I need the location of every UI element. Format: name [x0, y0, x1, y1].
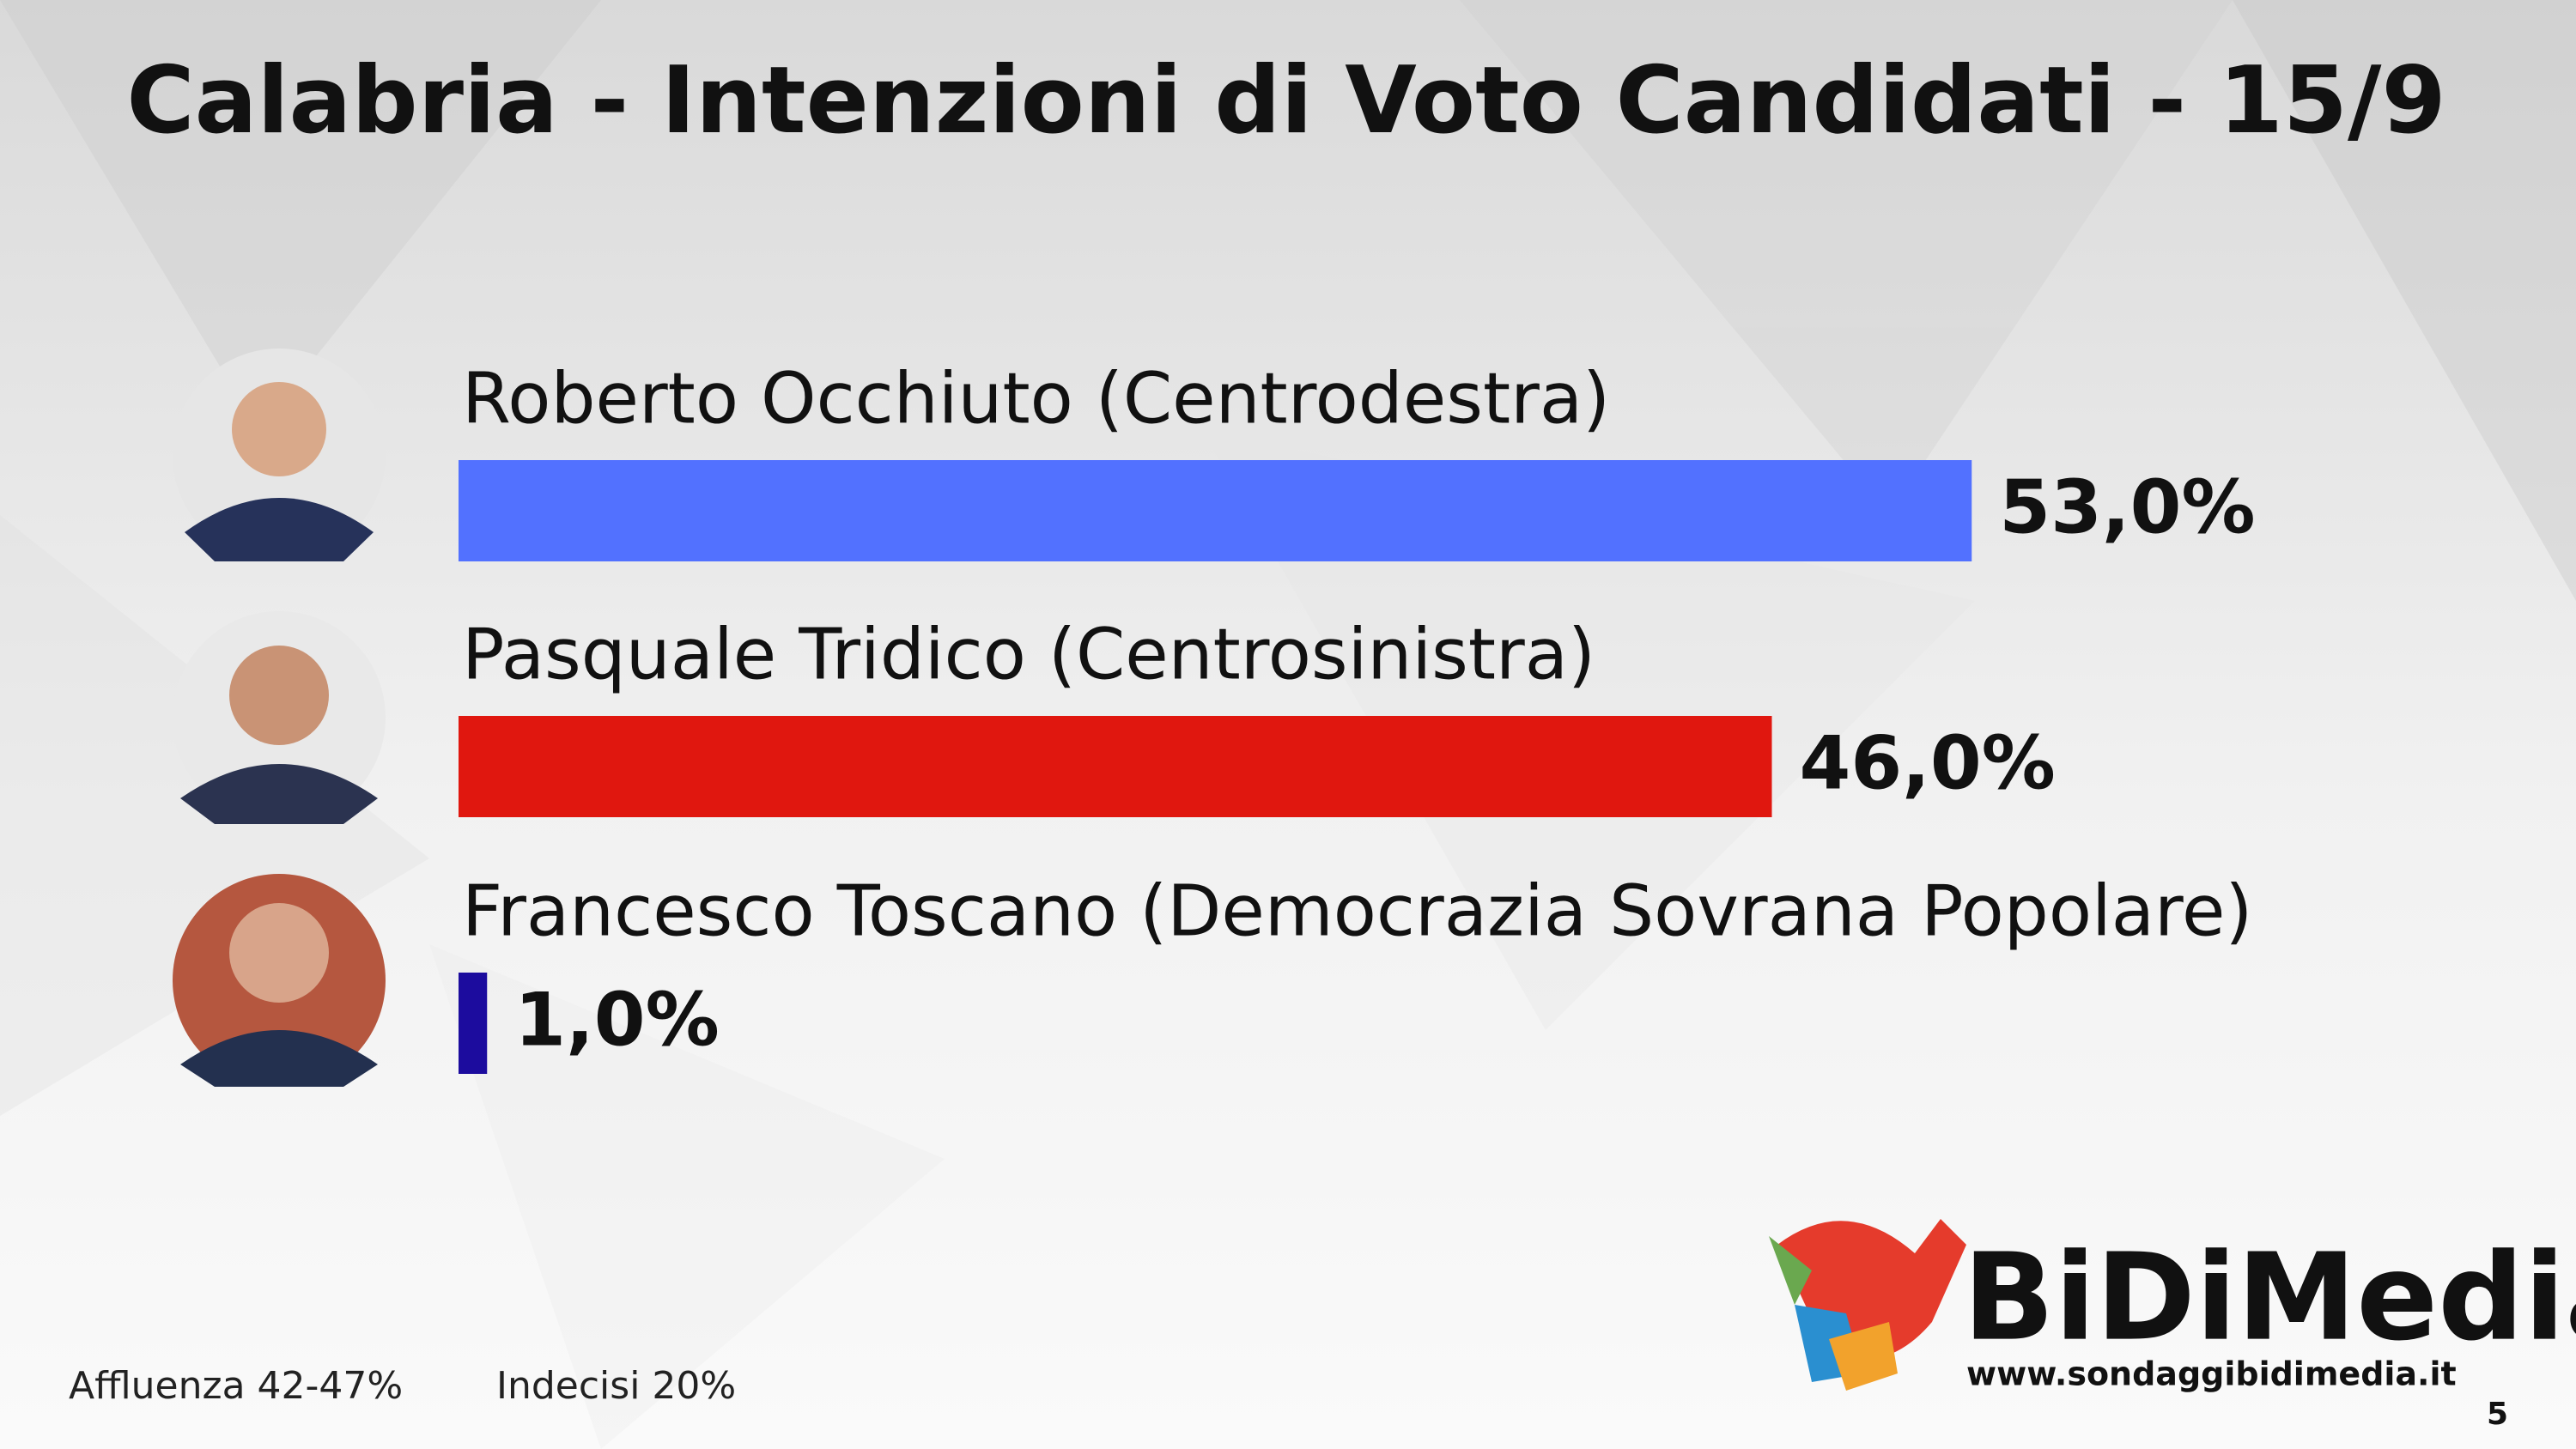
photos [173, 349, 386, 1087]
logo: BiDiMedia www.sondaggibidimedia.it [1769, 1219, 2576, 1393]
logo-url: www.sondaggibidimedia.it [1966, 1355, 2457, 1393]
undecided-note: Indecisi 20% [496, 1364, 736, 1408]
bar [459, 716, 1772, 817]
page-number: 5 [2487, 1397, 2508, 1432]
logo-name: BiDiMedia [1963, 1228, 2576, 1368]
value-label: 46,0% [1800, 720, 2056, 806]
value-label: 1,0% [514, 977, 720, 1063]
turnout-note: Affluenza 42-47% [69, 1364, 403, 1408]
candidate-name: Pasquale Tridico (Centrosinistra) [462, 614, 1595, 695]
value-label: 53,0% [1999, 464, 2255, 550]
bar [459, 973, 488, 1074]
candidate-name: Francesco Toscano (Democrazia Sovrana Po… [462, 870, 2252, 952]
candidate-name: Roberto Occhiuto (Centrodestra) [462, 358, 1610, 440]
chart-title: Calabria - Intenzioni di Voto Candidati … [126, 47, 2445, 155]
bar [459, 460, 1972, 561]
